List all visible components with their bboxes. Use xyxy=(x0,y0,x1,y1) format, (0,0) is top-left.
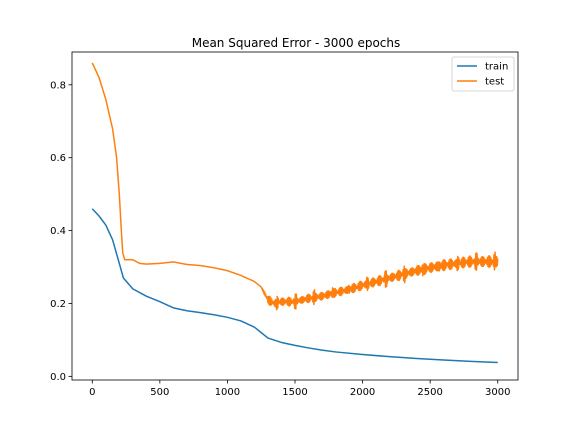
y-tick-label: 0.4 xyxy=(50,226,66,237)
series-line-test xyxy=(91,62,499,311)
x-tick-label: 2500 xyxy=(417,387,442,398)
x-tick-label: 500 xyxy=(150,387,169,398)
x-tick-label: 2000 xyxy=(350,387,375,398)
x-tick-label: 1500 xyxy=(282,387,307,398)
plot-area: 0 500 1000 1500 2000 2500 3000 0.0 0.2 0.4 0.6 0.8 xyxy=(50,51,519,398)
chart-title: Mean Squared Error - 3000 epochs xyxy=(192,36,401,50)
legend-label-train: train xyxy=(485,62,508,73)
x-tick-label: 1000 xyxy=(215,387,240,398)
y-tick-label: 0.0 xyxy=(50,372,66,383)
x-tick-label: 0 xyxy=(89,387,95,398)
legend-label-test: test xyxy=(485,77,504,88)
x-axis-ticks: 0 500 1000 1500 2000 2500 3000 xyxy=(89,380,510,398)
x-tick-label: 3000 xyxy=(485,387,510,398)
legend: train test xyxy=(451,56,515,92)
y-tick-label: 0.6 xyxy=(50,153,66,164)
y-axis-ticks: 0.0 0.2 0.4 0.6 0.8 xyxy=(50,80,72,383)
series-layer xyxy=(91,62,499,364)
y-tick-label: 0.8 xyxy=(50,80,66,91)
series-line-train xyxy=(91,208,498,364)
y-tick-label: 0.2 xyxy=(50,299,66,310)
